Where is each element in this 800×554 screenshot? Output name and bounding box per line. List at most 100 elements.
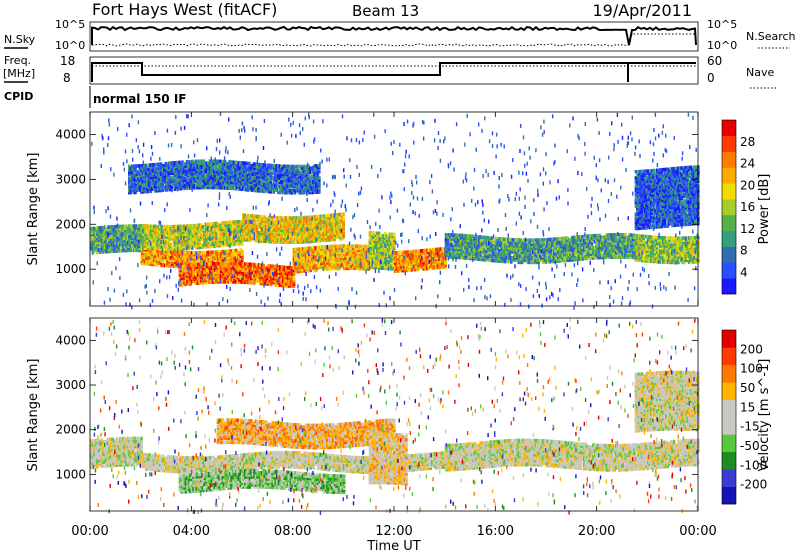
echo-cell bbox=[198, 277, 201, 281]
echo-cell bbox=[218, 223, 221, 228]
echo-cell bbox=[175, 260, 179, 265]
echo-cell bbox=[172, 235, 176, 239]
echo-cell bbox=[204, 274, 208, 279]
echo-cell bbox=[137, 226, 140, 230]
echo-cell bbox=[213, 262, 217, 266]
echo-cell bbox=[169, 245, 173, 249]
echo-cell bbox=[224, 253, 227, 258]
echo-cell bbox=[90, 233, 93, 237]
echo-cell bbox=[183, 238, 186, 243]
echo-cell bbox=[222, 231, 226, 235]
echo-cell bbox=[181, 254, 185, 259]
echo-cell bbox=[138, 240, 142, 245]
echo-cell bbox=[163, 241, 167, 245]
echo-cell bbox=[184, 266, 188, 270]
echo-cell bbox=[140, 223, 144, 228]
echo-cell bbox=[168, 239, 171, 243]
echo-cell bbox=[128, 238, 131, 243]
nsky-panel: N.Sky 10^5 10^0 10^5 10^0 N.Search bbox=[4, 18, 796, 52]
echo-cell bbox=[134, 224, 137, 228]
echo-cell bbox=[216, 239, 220, 244]
echo-cell bbox=[239, 274, 243, 278]
echo-cell bbox=[204, 254, 208, 259]
echo-cell bbox=[233, 252, 236, 257]
echo-cell bbox=[168, 251, 171, 256]
echo-cell bbox=[198, 275, 201, 279]
echo-cell bbox=[174, 228, 177, 233]
echo-cell bbox=[114, 247, 117, 251]
echo-cell bbox=[201, 229, 205, 233]
echo-cell bbox=[230, 232, 233, 237]
echo-cell bbox=[117, 228, 120, 233]
echo-cell bbox=[161, 261, 165, 266]
echo-cell bbox=[131, 226, 134, 230]
echo-cell bbox=[213, 236, 217, 240]
echo-cell bbox=[181, 240, 185, 245]
echo-cell bbox=[224, 221, 227, 225]
echo-cell bbox=[118, 240, 122, 245]
echo-cell bbox=[590, 242, 594, 246]
echo-cell bbox=[231, 261, 235, 266]
echo-cell bbox=[236, 263, 239, 268]
echo-cell bbox=[187, 246, 191, 250]
echo-cell bbox=[165, 235, 168, 239]
echo-cell bbox=[166, 239, 170, 243]
echo-cell bbox=[184, 264, 188, 268]
echo-cell bbox=[228, 269, 232, 274]
echo-cell bbox=[105, 233, 108, 238]
echo-cell bbox=[102, 248, 105, 252]
echo-cell bbox=[155, 226, 159, 231]
echo-cell bbox=[215, 244, 218, 248]
echo-cell bbox=[172, 250, 176, 254]
echo-cell bbox=[198, 243, 201, 248]
echo-cell bbox=[210, 270, 214, 274]
echo-cell bbox=[227, 230, 230, 235]
echo-cell bbox=[151, 232, 154, 237]
echo-cell bbox=[155, 236, 159, 241]
echo-cell bbox=[203, 256, 206, 261]
echo-cell bbox=[216, 270, 220, 274]
echo-cell bbox=[206, 224, 209, 229]
echo-cell bbox=[190, 273, 194, 278]
echo-cell bbox=[143, 261, 147, 266]
echo-cell bbox=[143, 232, 147, 236]
echo-cell bbox=[210, 232, 214, 236]
echo-cell bbox=[215, 270, 218, 274]
echo-cell bbox=[218, 261, 221, 266]
echo-cell bbox=[218, 256, 221, 260]
echo-cell bbox=[160, 251, 163, 255]
echo-cell bbox=[148, 246, 151, 251]
echo-cell bbox=[206, 268, 209, 273]
echo-cell bbox=[218, 235, 221, 240]
echo-cell bbox=[151, 240, 154, 245]
echo-cell bbox=[233, 256, 236, 261]
echo-cell bbox=[203, 280, 206, 285]
echo-cell bbox=[171, 252, 174, 256]
echo-cell bbox=[180, 232, 183, 237]
echo-cell bbox=[221, 263, 224, 268]
echo-cell bbox=[201, 270, 205, 275]
echo-cell bbox=[247, 262, 250, 266]
echo-cell bbox=[195, 237, 198, 242]
echo-cell bbox=[128, 236, 131, 241]
echo-cell bbox=[256, 263, 259, 267]
echo-cell bbox=[212, 242, 215, 246]
echo-cell bbox=[128, 240, 131, 245]
echo-cell bbox=[94, 234, 98, 239]
echo-cell bbox=[181, 272, 185, 277]
echo-cell bbox=[117, 249, 120, 253]
echo-cell bbox=[145, 234, 148, 238]
echo-cell bbox=[187, 250, 191, 255]
echo-cell bbox=[231, 238, 235, 243]
echo-cell bbox=[112, 233, 116, 237]
freq-trace bbox=[91, 62, 696, 82]
echo-cell bbox=[146, 228, 150, 232]
echo-cell bbox=[215, 242, 218, 246]
nsearch-tick-bottom: 10^0 bbox=[707, 39, 737, 52]
echo-cell bbox=[242, 272, 246, 276]
echo-cell bbox=[135, 226, 139, 230]
echo-cell bbox=[142, 224, 145, 228]
echo-cell bbox=[251, 268, 255, 273]
echo-cell bbox=[233, 220, 236, 224]
